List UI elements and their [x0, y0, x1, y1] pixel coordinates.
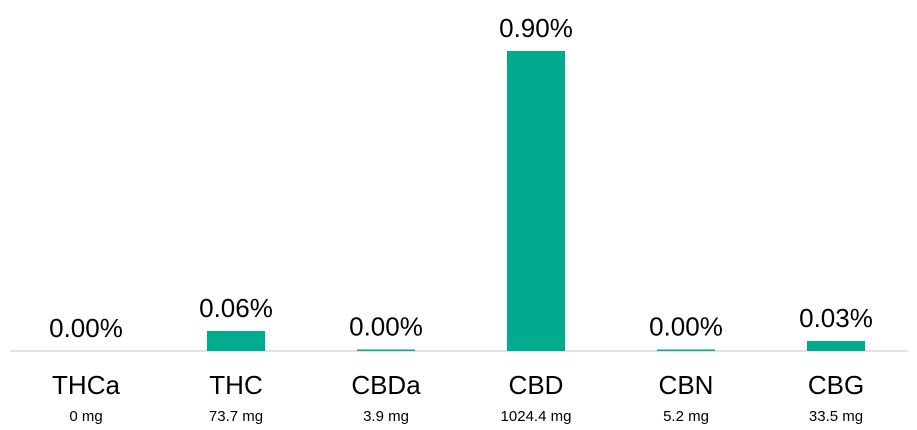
- category-label-cbn: CBN: [659, 370, 714, 400]
- value-label-thc: 0.06%: [199, 293, 273, 323]
- category-labels-group: THCa THC CBDa CBD CBN CBG: [52, 370, 864, 400]
- value-labels-group: 0.00% 0.06% 0.00% 0.90% 0.00% 0.03%: [49, 13, 873, 343]
- category-label-cbg: CBG: [808, 370, 864, 400]
- value-label-cbda: 0.00%: [349, 312, 423, 342]
- bar-cbn: [657, 349, 715, 351]
- value-label-cbd: 0.90%: [499, 13, 573, 43]
- category-label-thca: THCa: [52, 370, 120, 400]
- bar-cbg: [807, 341, 865, 351]
- mg-label-thca: 0 mg: [69, 408, 102, 425]
- value-label-cbn: 0.00%: [649, 312, 723, 342]
- value-label-cbg: 0.03%: [799, 303, 873, 333]
- bar-thc: [207, 331, 265, 351]
- category-label-thc: THC: [209, 370, 262, 400]
- mg-label-cbg: 33.5 mg: [809, 408, 863, 425]
- sub-labels-group: 0 mg 73.7 mg 3.9 mg 1024.4 mg 5.2 mg 33.5 mg: [69, 408, 863, 425]
- bar-cbd: [507, 51, 565, 351]
- mg-label-cbd: 1024.4 mg: [501, 408, 572, 425]
- category-label-cbda: CBDa: [351, 370, 421, 400]
- value-label-thca: 0.00%: [49, 313, 123, 343]
- mg-label-cbn: 5.2 mg: [663, 408, 709, 425]
- bars-group: [207, 51, 865, 351]
- bar-cbda: [357, 349, 415, 351]
- mg-label-thc: 73.7 mg: [209, 408, 263, 425]
- mg-label-cbda: 3.9 mg: [363, 408, 409, 425]
- category-label-cbd: CBD: [509, 370, 564, 400]
